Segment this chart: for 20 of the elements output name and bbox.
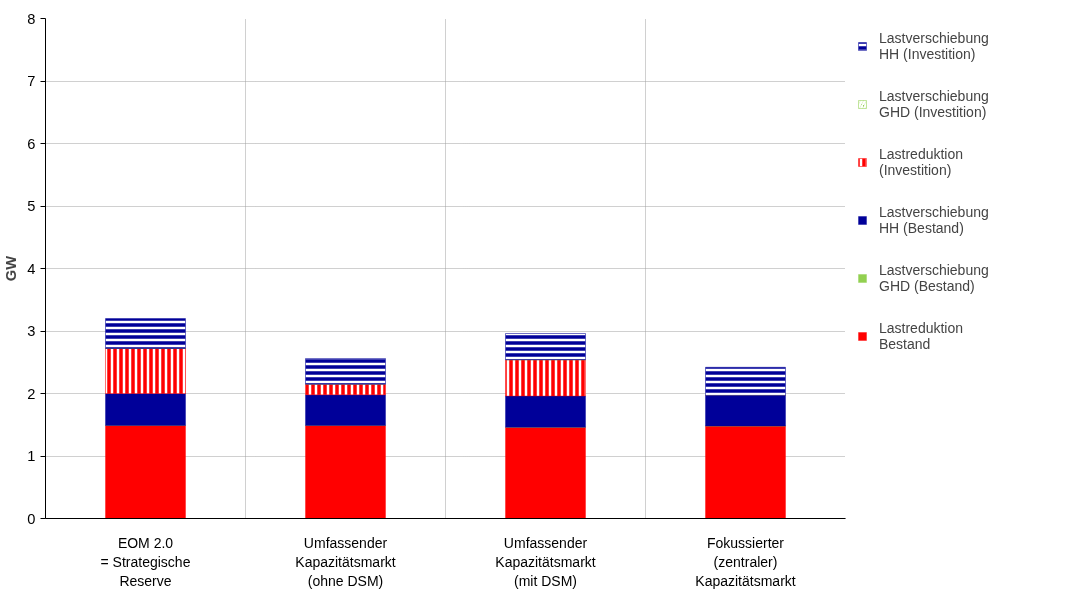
x-tick-label: Fokussierter (zentraler) Kapazitätsmarkt [695, 534, 796, 589]
legend-label: Lastverschiebung HH (Investition) [879, 30, 989, 62]
legend-label: Lastverschiebung GHD (Bestand) [879, 262, 989, 294]
y-tick-label: 8 [27, 10, 36, 27]
y-tick-label: 2 [27, 385, 36, 402]
y-tick-label: 1 [27, 448, 36, 464]
y-tick-label: 6 [27, 135, 36, 152]
legend-label: Lastreduktion (Investition) [879, 146, 964, 178]
x-tick-label: Umfassender Kapazitätsmarkt (ohne DSM) [295, 534, 396, 589]
x-tick-label: EOM 2.0 = Strategische Reserve [100, 534, 191, 589]
legend-label: Lastverschiebung HH (Bestand) [879, 204, 989, 236]
x-tick-label: Umfassender Kapazitätsmarkt (mit DSM) [495, 534, 596, 589]
legend-label: Lastreduktion Bestand [879, 320, 964, 352]
legend-label: Lastverschiebung GHD (Investition) [879, 88, 989, 120]
y-tick-label: 5 [27, 198, 36, 214]
y-tick-label: 0 [27, 510, 36, 527]
y-axis-title: GW [3, 255, 20, 282]
y-tick-label: 3 [27, 323, 36, 339]
y-tick-label: 7 [27, 73, 36, 89]
y-tick-label: 4 [27, 260, 36, 277]
